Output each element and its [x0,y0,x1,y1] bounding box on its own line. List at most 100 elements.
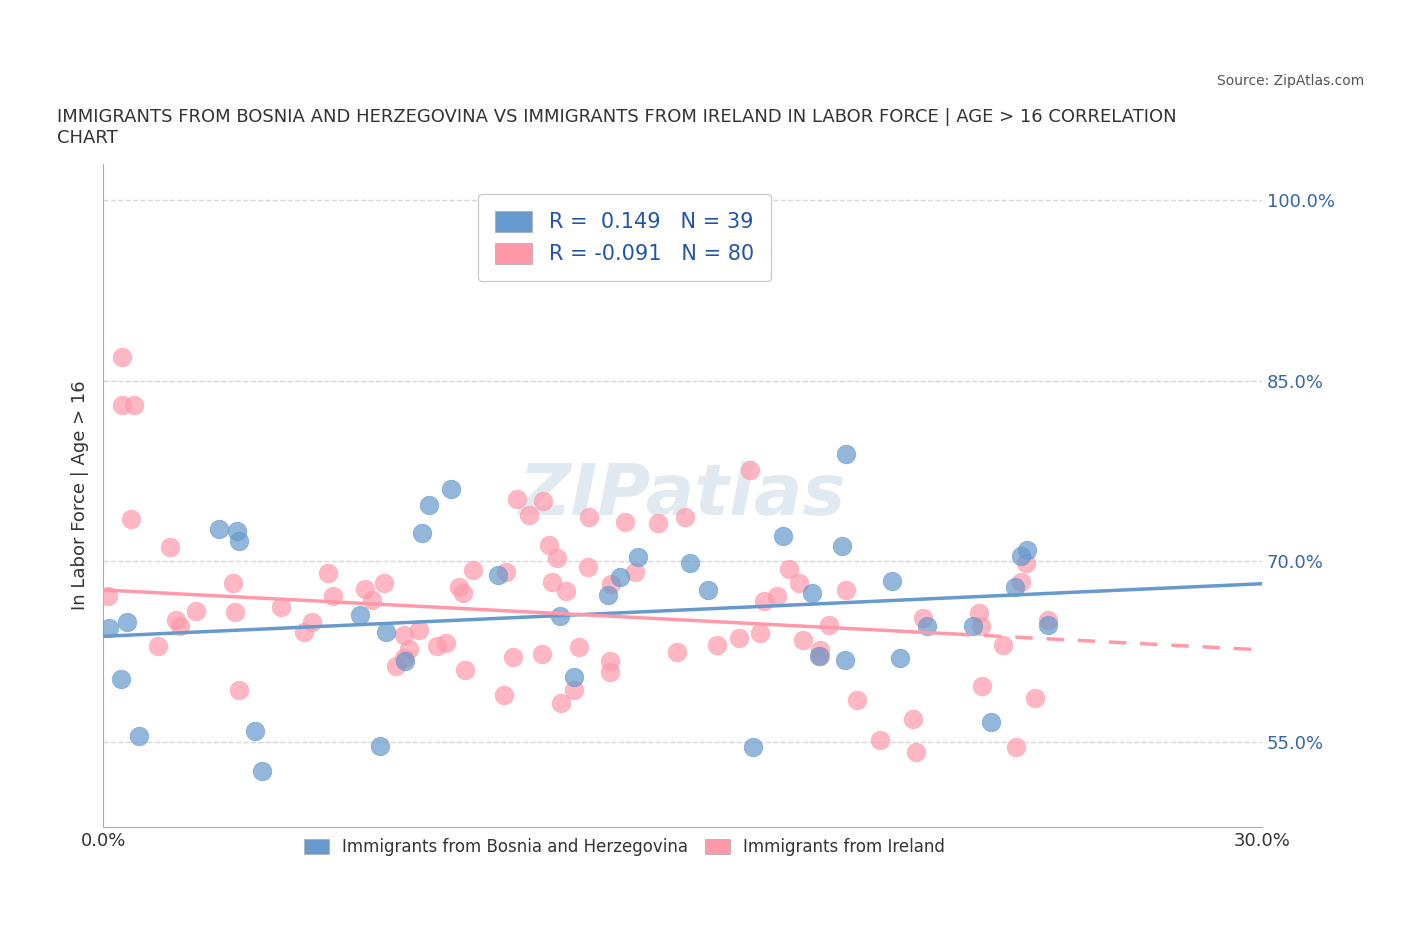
Point [835,582,858,597]
Point [911,610,934,625]
Point [463,563,485,578]
Point [495,565,517,579]
Point [385,658,408,673]
Point [627,550,650,565]
Point [426,639,449,654]
Point [1005,739,1028,754]
Point [578,509,600,524]
Point [787,576,810,591]
Point [322,589,344,604]
Point [373,576,395,591]
Point [392,628,415,643]
Point [301,615,323,630]
Point [1024,690,1046,705]
Point [562,682,585,697]
Point [599,665,621,680]
Point [1017,542,1039,557]
Point [752,593,775,608]
Point [568,639,591,654]
Point [115,614,138,629]
Y-axis label: In Labor Force | Age > 16: In Labor Force | Age > 16 [72,380,89,610]
Point [741,739,763,754]
Point [408,622,430,637]
Point [418,498,440,512]
Point [228,533,250,548]
Point [772,528,794,543]
Point [869,733,891,748]
Point [834,653,856,668]
Point [374,624,396,639]
Point [208,522,231,537]
Text: IMMIGRANTS FROM BOSNIA AND HERZEGOVINA VS IMMIGRANTS FROM IRELAND IN LABOR FORCE: IMMIGRANTS FROM BOSNIA AND HERZEGOVINA V… [56,108,1177,147]
Point [970,679,993,694]
Point [880,574,903,589]
Point [740,463,762,478]
Point [128,728,150,743]
Point [728,631,751,645]
Point [292,624,315,639]
Point [600,577,623,591]
Point [486,567,509,582]
Legend: Immigrants from Bosnia and Herzegovina, Immigrants from Ireland: Immigrants from Bosnia and Herzegovina, … [295,830,953,865]
Point [226,524,249,538]
Point [706,637,728,652]
Point [349,607,371,622]
Point [598,588,620,603]
Point [901,711,924,726]
Point [1010,548,1032,563]
Point [623,565,645,579]
Point [224,604,246,619]
Point [502,649,524,664]
Point [245,724,267,738]
Point [905,745,928,760]
Point [808,643,831,658]
Point [831,538,853,553]
Point [647,516,669,531]
Point [778,562,800,577]
Point [599,654,621,669]
Point [250,764,273,778]
Point [810,649,832,664]
Point [1036,612,1059,627]
Point [846,693,869,708]
Point [673,510,696,525]
Point [980,714,1002,729]
Point [801,586,824,601]
Text: Source: ZipAtlas.com: Source: ZipAtlas.com [1216,74,1364,88]
Point [98,620,121,635]
Point [270,600,292,615]
Point [541,575,564,590]
Point [546,551,568,565]
Text: ZIPatlas: ZIPatlas [519,460,846,530]
Point [792,632,814,647]
Point [1010,575,1032,590]
Point [530,646,553,661]
Point [392,651,415,666]
Point [749,625,772,640]
Point [159,539,181,554]
Point [122,397,145,412]
Point [184,604,207,618]
Point [1015,555,1038,570]
Point [454,662,477,677]
Point [228,682,250,697]
Point [970,618,993,633]
Point [665,644,688,659]
Point [394,654,416,669]
Point [368,739,391,754]
Point [451,586,474,601]
Point [120,512,142,526]
Point [411,525,433,540]
Point [576,560,599,575]
Point [550,696,572,711]
Point [613,514,636,529]
Point [398,642,420,657]
Point [436,635,458,650]
Point [440,482,463,497]
Point [494,688,516,703]
Point [679,556,702,571]
Point [165,613,187,628]
Point [562,670,585,684]
Point [1036,618,1059,632]
Point [146,639,169,654]
